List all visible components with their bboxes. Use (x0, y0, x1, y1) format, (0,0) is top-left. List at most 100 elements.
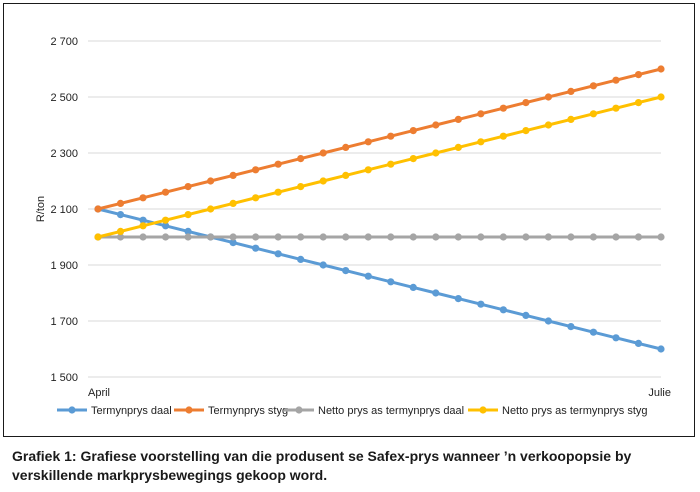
y-tick-label: 1 500 (50, 372, 78, 384)
data-point (522, 127, 530, 135)
y-tick-label: 2 300 (50, 148, 78, 160)
series-3 (94, 233, 665, 241)
data-point (252, 166, 260, 174)
x-tick-label: Julie (648, 387, 671, 399)
data-point (432, 149, 440, 157)
y-axis-label: R/ton (35, 196, 47, 222)
data-point (589, 328, 598, 336)
data-point (499, 233, 507, 241)
data-point (432, 121, 440, 129)
data-point (499, 104, 507, 112)
data-point (477, 233, 485, 241)
data-point (139, 216, 147, 224)
x-tick-label: April (88, 387, 110, 399)
y-tick-label: 2 100 (50, 204, 78, 216)
data-point (116, 227, 125, 235)
data-point (612, 233, 620, 241)
data-point (319, 233, 327, 241)
data-point (184, 227, 192, 235)
data-point (252, 244, 260, 252)
data-point (252, 233, 260, 241)
data-point (522, 99, 530, 107)
data-point (387, 233, 395, 241)
data-point (229, 233, 237, 241)
data-point (319, 261, 327, 269)
legend-swatch-marker (185, 406, 193, 414)
data-point (477, 300, 485, 308)
data-point (477, 110, 485, 118)
data-point (274, 250, 282, 258)
data-point (319, 149, 327, 157)
legend-label: Netto prys as termynprys daal (318, 405, 464, 417)
data-point (657, 65, 665, 73)
data-point (207, 205, 215, 213)
series-line (97, 67, 662, 211)
data-point (567, 115, 575, 123)
data-point (364, 166, 372, 174)
data-point (252, 194, 260, 202)
data-point (184, 183, 192, 191)
y-tick-label: 2 700 (50, 36, 78, 48)
legend-label: Termynprys styg (208, 405, 288, 417)
y-axis-ticks: 1 500 1 700 1 900 2 100 2 300 2 500 2 700 (50, 36, 78, 384)
data-point (544, 317, 553, 325)
data-point (612, 334, 620, 342)
data-point (139, 233, 147, 241)
data-point (522, 233, 530, 241)
data-point (342, 267, 350, 275)
data-point (297, 233, 305, 241)
data-point (94, 205, 102, 213)
data-point (342, 233, 350, 241)
legend-swatch-marker (295, 406, 303, 414)
data-point (297, 255, 305, 263)
y-tick-label: 1 900 (50, 260, 78, 272)
data-point (161, 233, 170, 241)
data-point (184, 211, 192, 219)
legend-label: Netto prys as termynprys styg (502, 405, 648, 417)
data-point (364, 233, 372, 241)
data-point (116, 199, 125, 207)
data-point (567, 233, 575, 241)
data-point (319, 177, 327, 185)
data-point (409, 283, 417, 291)
legend-swatch-marker (68, 406, 76, 414)
data-point (544, 93, 553, 101)
data-point (589, 82, 598, 90)
data-point (207, 177, 215, 185)
legend: Termynprys daal Termynprys styg Netto prys… (57, 405, 648, 417)
data-point (657, 93, 665, 101)
data-point (387, 132, 395, 140)
series-line (97, 95, 662, 239)
data-point (454, 233, 462, 241)
data-point (612, 76, 620, 84)
data-point (409, 155, 417, 163)
data-point (94, 233, 102, 241)
data-point (454, 143, 462, 151)
series-4 (94, 93, 665, 241)
data-point (634, 339, 643, 347)
data-point (139, 194, 147, 202)
data-point (454, 295, 462, 303)
data-point (409, 127, 417, 135)
grid-lines (88, 40, 661, 378)
data-point (229, 171, 237, 179)
data-point (116, 233, 125, 241)
data-point (342, 171, 350, 179)
data-point (274, 233, 282, 241)
data-point (387, 160, 395, 168)
y-tick-label: 2 500 (50, 92, 78, 104)
data-point (387, 278, 395, 286)
data-point (364, 272, 372, 280)
series-1 (94, 205, 665, 353)
data-point (229, 199, 237, 207)
data-point (634, 71, 643, 79)
chart-frame (3, 3, 695, 437)
figure-caption: Grafiek 1: Grafiese voorstelling van die… (12, 448, 632, 483)
x-axis-ticks: April Julie (88, 387, 671, 399)
data-point (161, 222, 170, 230)
data-point (522, 311, 530, 319)
series-line (97, 207, 662, 351)
data-point (161, 188, 170, 196)
data-point (454, 115, 462, 123)
data-point (229, 239, 237, 247)
